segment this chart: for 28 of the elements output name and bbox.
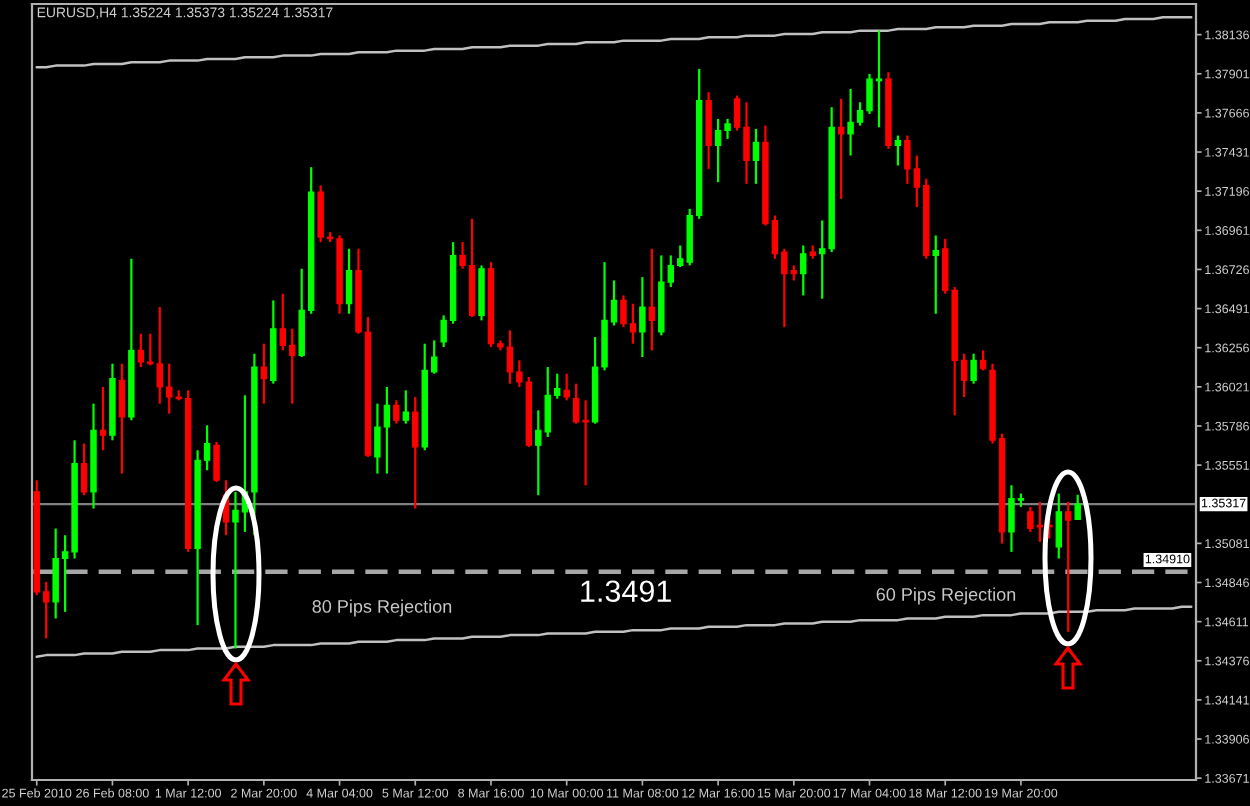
annotation: 1.3491 [581,580,671,603]
candlestick [412,395,419,510]
candlestick [932,234,939,315]
candlestick [752,127,760,185]
candlestick [979,349,987,372]
candlestick [563,372,570,402]
candlestick [260,342,268,405]
candlestick [393,399,400,425]
candlestick [705,91,712,170]
candlestick [213,440,220,484]
candlestick [894,134,902,167]
candlestick [118,362,126,475]
annotation: 60 Pips Rejection [876,587,1016,605]
candlestick [402,389,410,425]
candlestick [1055,492,1062,560]
candlestick [1074,493,1081,521]
candlestick [345,247,353,315]
line-series [35,16,1193,69]
candlestick [639,275,646,359]
candlestick [80,442,88,497]
candlestick [800,244,807,297]
candlestick [837,97,845,200]
annotation: 80 Pips Rejection [312,599,452,617]
candlestick [970,352,977,385]
candlestick [99,385,107,452]
candlestick [478,264,485,322]
candlestick [648,247,656,352]
candlestick [1065,500,1072,633]
